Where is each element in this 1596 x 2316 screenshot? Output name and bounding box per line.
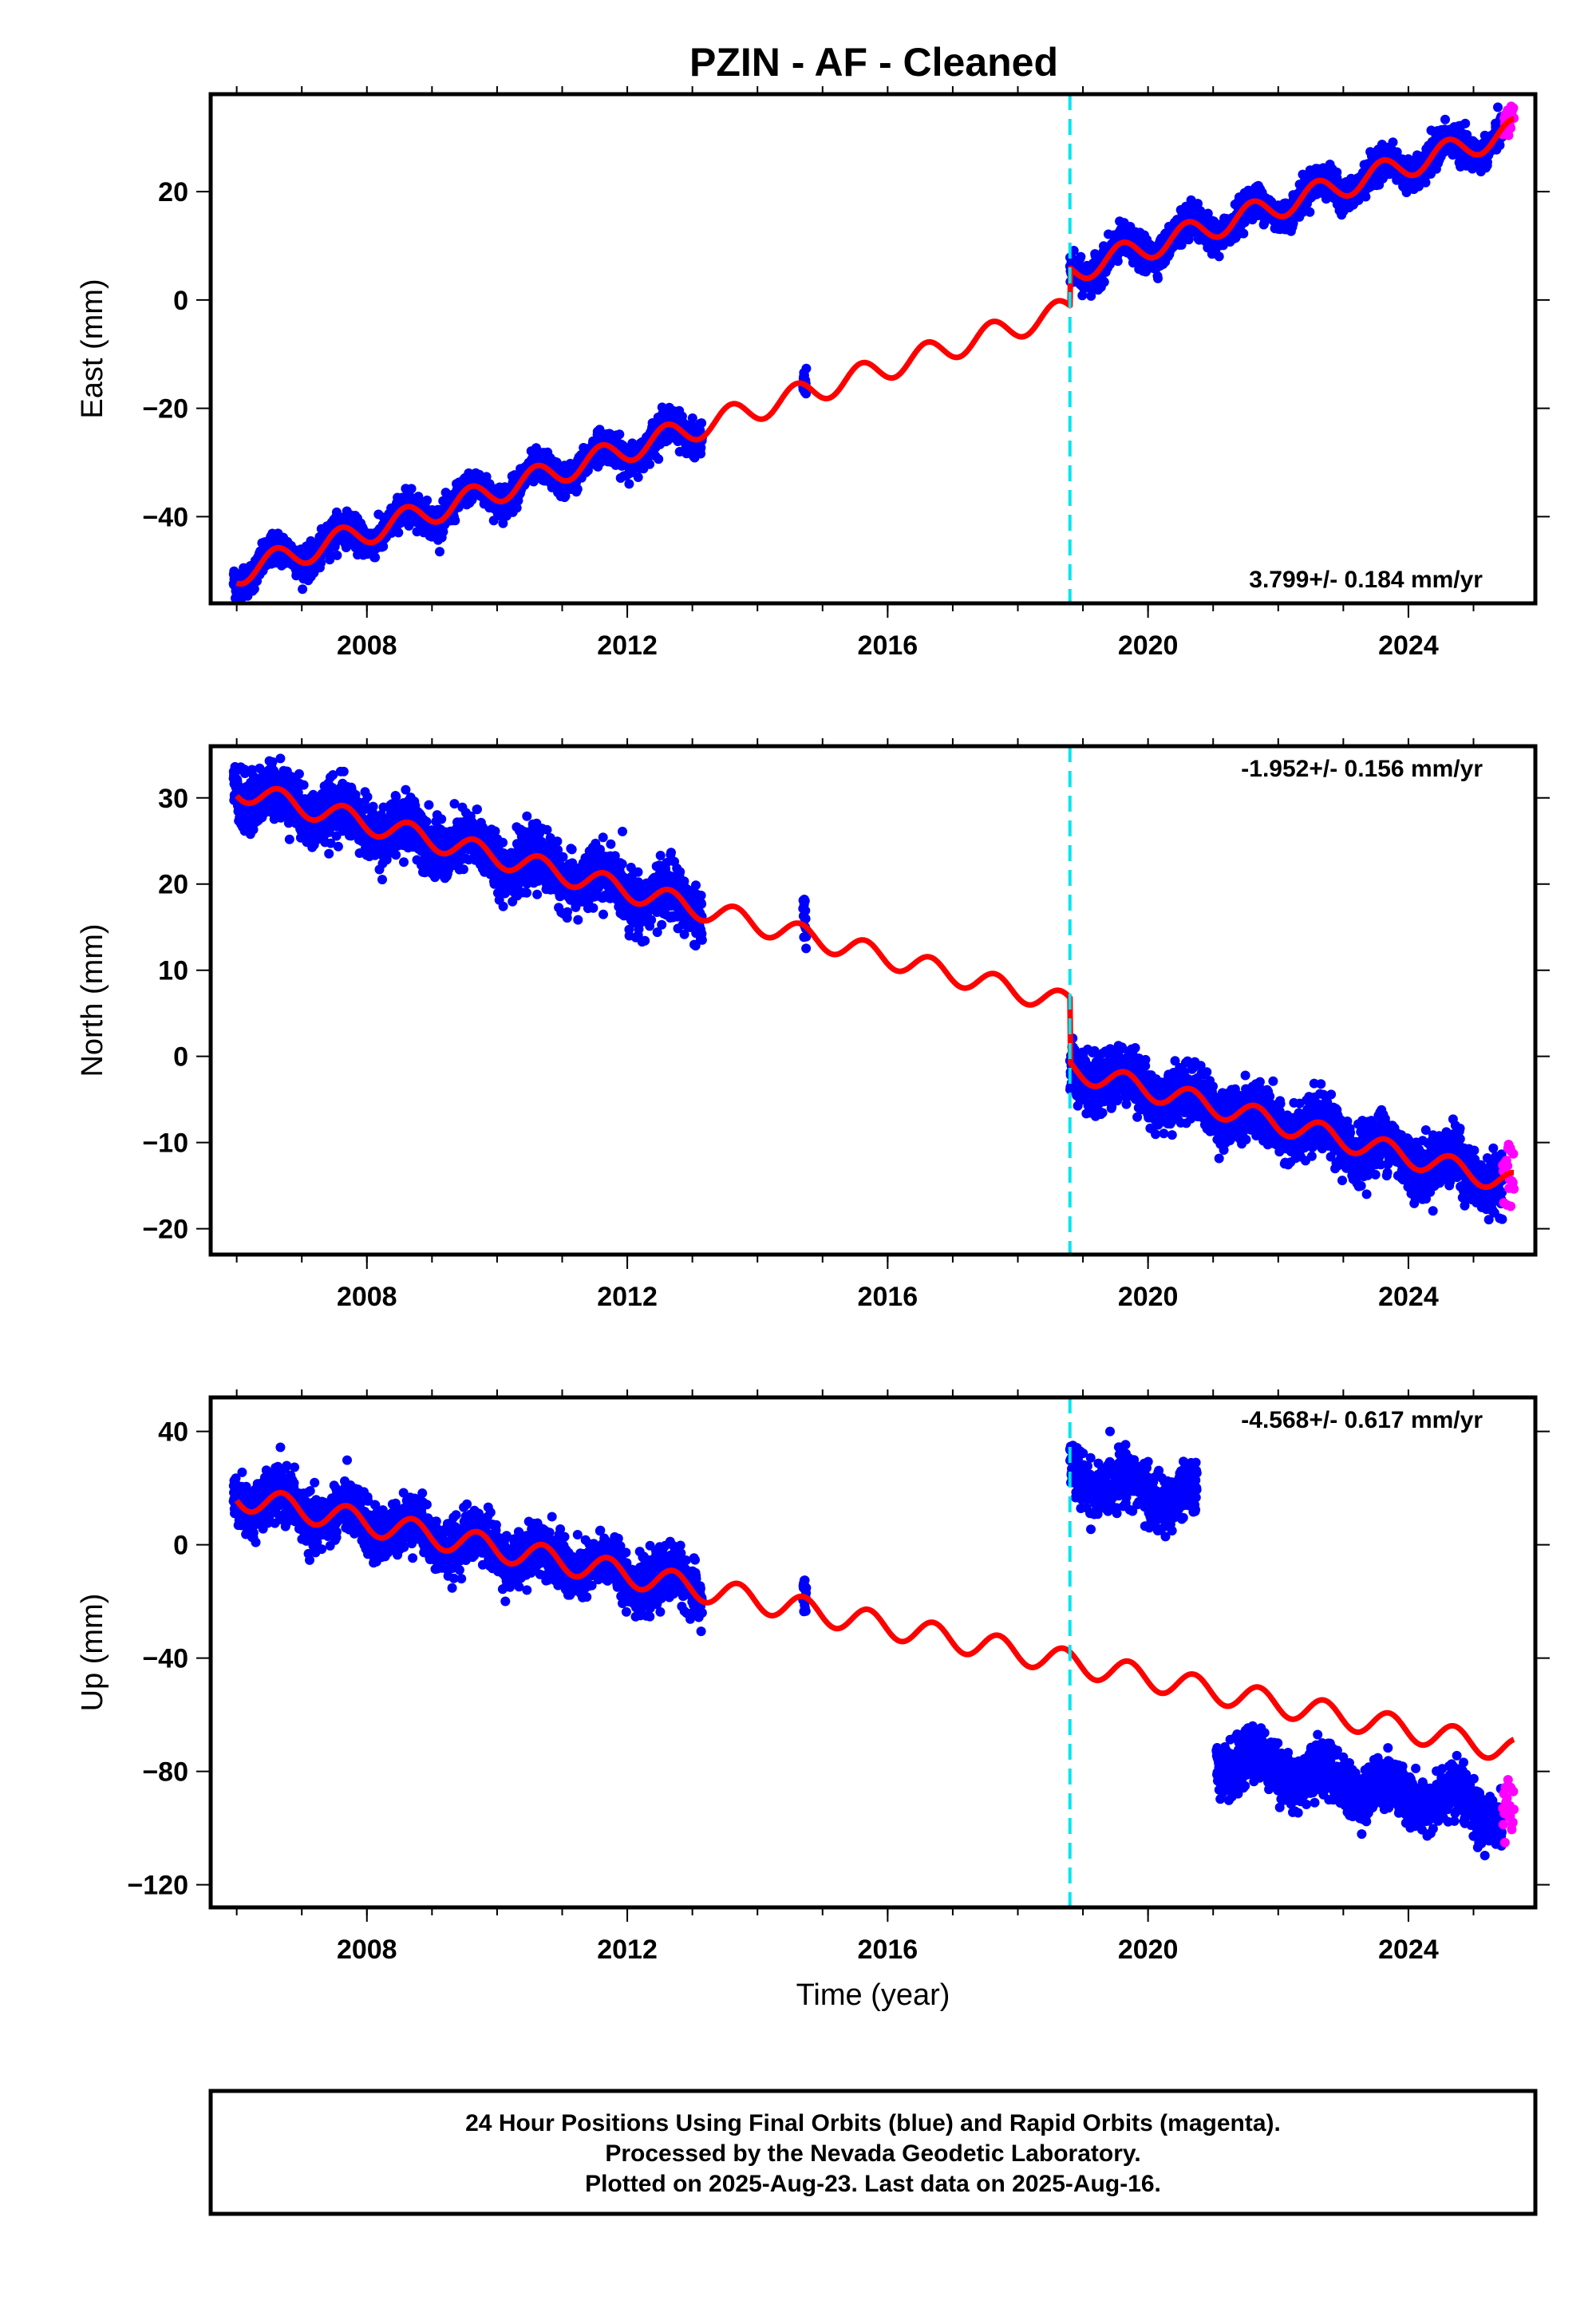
data-point-east-836 (393, 528, 404, 538)
plot-area-east (228, 101, 1519, 603)
data-point-east-2109 (645, 459, 655, 469)
data-point-east-981 (422, 495, 433, 505)
ticks-east (196, 86, 1550, 618)
data-point-east-3272 (1238, 228, 1249, 239)
data-point-east-759 (378, 541, 389, 551)
y-tick-label-east-1: −20 (142, 394, 188, 425)
y-tick-label-east-0: −40 (142, 502, 188, 532)
data-point-east-106 (249, 584, 259, 594)
panels: 2008 2012 2016 2020 2024 −40 −20 0 20 East (mm) 3.… (76, 86, 1550, 2012)
data-point-east-902 (406, 484, 417, 494)
data-point-east-3608 (1305, 207, 1315, 217)
data-point-east-718 (370, 552, 381, 563)
data-point-east-1956 (614, 429, 625, 440)
x-tick-label-east-2: 2016 (858, 630, 918, 661)
data-point-east-2326 (687, 413, 697, 423)
data-point-east-1045 (435, 547, 444, 557)
data-point-east-2635 (1112, 256, 1123, 267)
y-tick-label-east-2: 0 (173, 286, 188, 316)
data-point-east-1521 (528, 476, 539, 487)
data-point-east-4561 (1493, 102, 1503, 113)
data-point-east-2154 (654, 454, 664, 464)
data-point-east-2372 (697, 418, 707, 429)
x-tick-label-east-4: 2024 (1378, 630, 1439, 661)
data-point-north-284 (284, 834, 294, 844)
rapid-point-east-20 (1508, 103, 1519, 113)
data-point-east-443 (316, 558, 326, 568)
x-tick-label-east-0: 2008 (337, 630, 397, 661)
y-axis-label-east: East (mm) (76, 279, 109, 418)
data-point-east-1366 (498, 518, 508, 528)
data-point-east-2838 (1153, 273, 1163, 283)
final-orbit-points-north (228, 753, 1508, 1225)
y-tick-label-east-3: 20 (158, 177, 188, 207)
data-point-east-2391 (801, 363, 812, 373)
data-point-east-1744 (572, 484, 583, 494)
data-point-east-4029 (1388, 137, 1398, 148)
panel-east: 2008 2012 2016 2020 2024 −40 −20 0 20 East (mm) 3.… (76, 86, 1550, 661)
data-point-east-3891 (1361, 192, 1371, 202)
data-point-east-525 (332, 550, 342, 560)
data-point-east-2005 (624, 479, 634, 489)
data-point-east-2566 (1099, 277, 1109, 287)
plot-area-north (228, 753, 1519, 1225)
data-point-east-3148 (1214, 251, 1224, 262)
final-orbit-points-east (228, 102, 1508, 603)
x-tick-label-east-1: 2012 (597, 630, 658, 661)
x-tick-label-east-3: 2020 (1118, 630, 1179, 661)
data-point-east-1123 (450, 516, 460, 526)
data-point-east-4294 (1440, 114, 1450, 124)
data-point-east-2447 (1076, 251, 1086, 262)
data-point-east-488 (325, 555, 335, 565)
data-point-north-238 (275, 753, 286, 764)
rate-label-east: 3.799+/- 0.184 mm/yr (1249, 567, 1483, 593)
data-point-east-4396 (1460, 118, 1471, 128)
data-point-east-2051 (633, 472, 643, 482)
data-point-east-350 (298, 584, 308, 595)
figure-title: PZIN - AF - Cleaned (689, 40, 1058, 85)
data-point-east-1319 (488, 516, 499, 526)
